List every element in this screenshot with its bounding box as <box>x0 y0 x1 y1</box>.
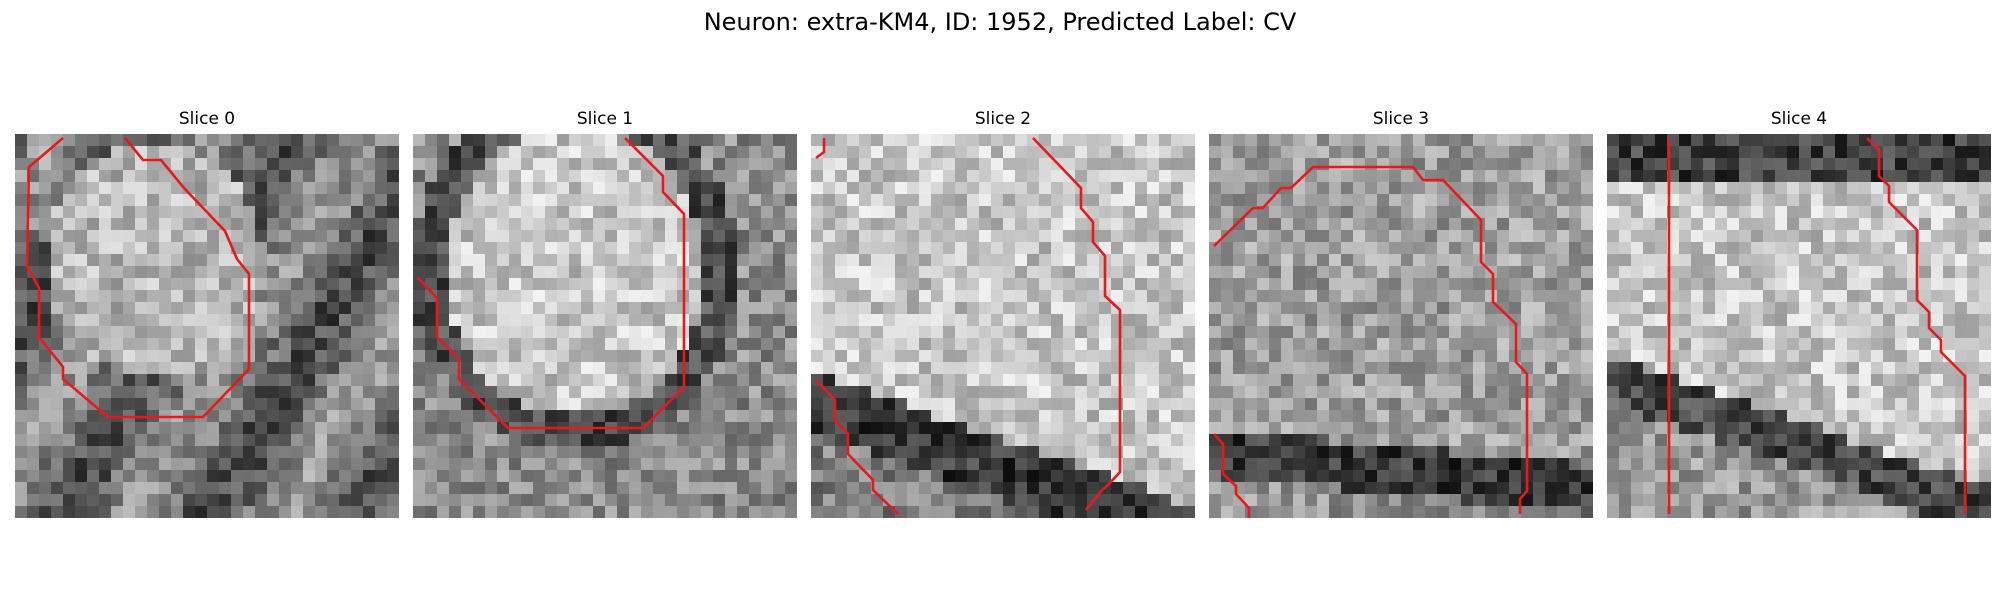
contour-line <box>1866 137 1967 514</box>
micrograph-texture <box>1209 134 1593 518</box>
contour-line <box>417 137 686 430</box>
micrograph-texture <box>15 134 399 518</box>
slice-panel-4: Slice 4 <box>1607 108 1991 518</box>
contour-line <box>1213 165 1529 514</box>
slice-panel-2: Slice 2 <box>811 108 1195 518</box>
slice-title-2: Slice 2 <box>974 109 1032 129</box>
slice-image-4 <box>1607 134 1991 518</box>
slice-panel-0: Slice 0 <box>15 108 399 518</box>
contour-line <box>815 138 826 160</box>
slice-panel-3: Slice 3 <box>1209 108 1593 518</box>
micrograph-texture <box>1607 134 1991 518</box>
slice-panel-1: Slice 1 <box>413 108 797 518</box>
figure-title: Neuron: extra-KM4, ID: 1952, Predicted L… <box>703 8 1297 36</box>
micrograph-texture <box>811 134 1195 518</box>
slice-title-0: Slice 0 <box>178 109 236 129</box>
slice-image-0 <box>15 134 399 518</box>
slice-image-3 <box>1209 134 1593 518</box>
slice-image-2 <box>811 134 1195 518</box>
contour-line <box>1213 433 1251 518</box>
slice-title-4: Slice 4 <box>1770 109 1828 129</box>
slice-image-1 <box>413 134 797 518</box>
slice-title-1: Slice 1 <box>576 109 634 129</box>
slice-title-3: Slice 3 <box>1372 109 1430 129</box>
contour-line <box>815 379 899 515</box>
contour-line <box>1032 137 1122 511</box>
contour-line <box>25 137 251 419</box>
micrograph-texture <box>413 134 797 518</box>
